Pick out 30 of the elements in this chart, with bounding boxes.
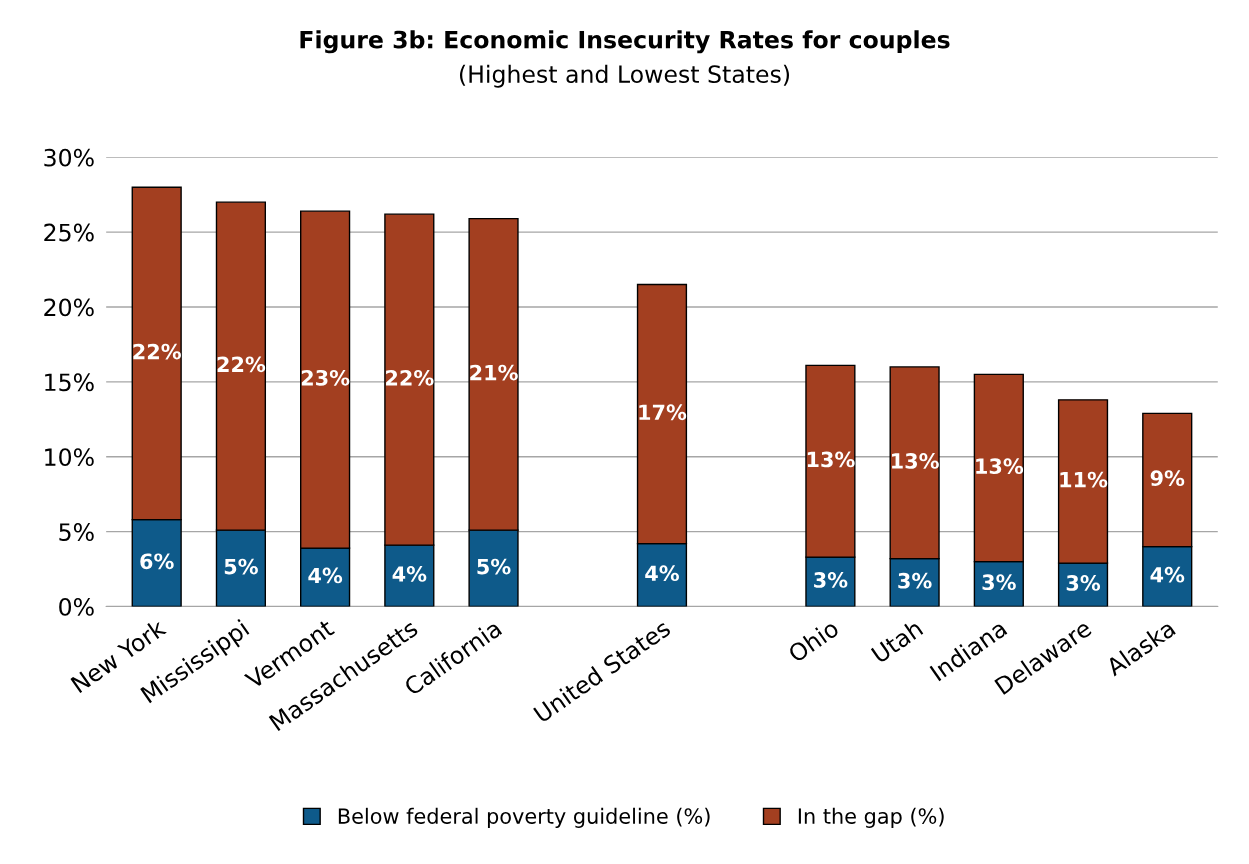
data-label: 3%: [1066, 575, 1101, 591]
data-label: 22%: [217, 356, 266, 373]
data-label: 5%: [477, 558, 511, 575]
data-label: 21%: [470, 364, 518, 381]
data-label: 3%: [982, 574, 1016, 591]
data-label: 4%: [308, 567, 343, 584]
legend-label: Below federal poverty guideline (%): [338, 807, 710, 828]
y-tick-label: 0%: [59, 597, 94, 616]
data-label: 3%: [814, 572, 848, 588]
y-tick-label: 30%: [44, 148, 94, 167]
x-tick-label: Ohio: [786, 618, 840, 664]
data-label: 13%: [976, 458, 1024, 475]
data-label: 5%: [224, 558, 258, 575]
data-label: 4%: [392, 566, 427, 582]
y-tick-label: 15%: [45, 373, 94, 392]
data-label: 4%: [645, 565, 679, 582]
legend-label: In the gap (%): [798, 807, 944, 828]
data-label: 9%: [1150, 470, 1185, 487]
x-tick-label: Utah: [870, 618, 924, 664]
data-label: 4%: [1150, 566, 1185, 583]
y-tick-label: 25%: [44, 223, 94, 242]
data-label: 22%: [133, 343, 181, 360]
y-tick-label: 10%: [45, 448, 94, 467]
y-tick-label: 5%: [59, 523, 94, 541]
y-tick-label: 20%: [44, 298, 94, 317]
chart-title: Figure 3b: Economic Insecurity Rates for couples: [300, 30, 950, 54]
data-label: 13%: [892, 453, 939, 469]
data-label: 3%: [898, 572, 932, 589]
data-label: 6%: [140, 553, 174, 570]
chart-subtitle: (Highest and Lowest States): [459, 64, 790, 88]
